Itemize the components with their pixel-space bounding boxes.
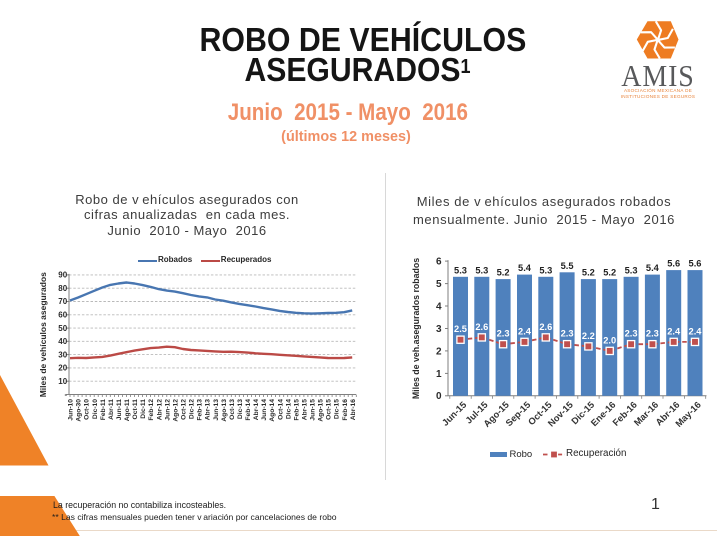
svg-text:Oct-11: Oct-11 (132, 399, 139, 420)
svg-text:Dic-15: Dic-15 (334, 399, 341, 419)
svg-text:Feb-15: Feb-15 (293, 399, 300, 421)
svg-text:Miles de vehículos asegurados: Miles de vehículos asegurados (38, 272, 48, 397)
svg-text:70: 70 (58, 297, 67, 306)
svg-text:Oct-10: Oct-10 (84, 399, 91, 420)
svg-text:Dic-10: Dic-10 (92, 399, 99, 419)
svg-text:2.3: 2.3 (646, 329, 659, 339)
svg-text:6: 6 (436, 257, 442, 268)
svg-text:2.2: 2.2 (582, 331, 595, 341)
svg-text:2.0: 2.0 (603, 335, 616, 345)
svg-text:Ago-11: Ago-11 (124, 399, 131, 422)
svg-text:Oct-14: Oct-14 (277, 399, 284, 420)
svg-text:5.6: 5.6 (667, 259, 680, 269)
svg-text:Miles de veh.asegurados robado: Miles de veh.asegurados robados (411, 258, 421, 399)
svg-text:5.5: 5.5 (561, 261, 574, 271)
svg-text:2.6: 2.6 (539, 322, 552, 332)
svg-text:Feb-14: Feb-14 (245, 399, 252, 421)
svg-text:5.3: 5.3 (475, 265, 488, 275)
svg-text:5.4: 5.4 (518, 263, 532, 273)
svg-text:Jun-14: Jun-14 (261, 399, 268, 421)
svg-text:5.4: 5.4 (646, 263, 660, 273)
svg-text:10: 10 (58, 377, 67, 386)
svg-text:Abr-14: Abr-14 (253, 399, 260, 420)
svg-text:Abr-15: Abr-15 (302, 399, 309, 420)
svg-text:Dic-13: Dic-13 (237, 399, 244, 419)
svg-text:80: 80 (58, 284, 67, 293)
svg-text:Oct-12: Oct-12 (181, 399, 188, 420)
svg-text:Feb-12: Feb-12 (148, 399, 155, 421)
svg-text:4: 4 (436, 301, 442, 312)
svg-text:2.5: 2.5 (454, 324, 467, 334)
svg-text:Oct-15: Oct-15 (326, 399, 333, 420)
svg-text:2.6: 2.6 (475, 322, 488, 332)
svg-text:Jun-15: Jun-15 (440, 400, 468, 428)
svg-text:Ago-30: Ago-30 (76, 399, 83, 422)
svg-text:2.4: 2.4 (667, 326, 681, 336)
svg-text:Dic-12: Dic-12 (189, 399, 196, 419)
svg-text:Feb-11: Feb-11 (100, 399, 107, 420)
svg-text:Ago-13: Ago-13 (221, 399, 228, 422)
svg-text:Ago-15: Ago-15 (318, 399, 325, 422)
svg-text:Feb-13: Feb-13 (197, 399, 204, 421)
svg-text:Feb-16: Feb-16 (342, 399, 349, 421)
svg-text:5.2: 5.2 (497, 268, 510, 278)
svg-text:5.3: 5.3 (625, 265, 638, 275)
svg-text:Ago-12: Ago-12 (172, 399, 179, 422)
svg-text:Jun-12: Jun-12 (164, 399, 171, 421)
svg-text:5: 5 (436, 279, 442, 290)
svg-text:Jun-10: Jun-10 (68, 399, 75, 421)
svg-text:50: 50 (58, 324, 67, 333)
svg-text:2.4: 2.4 (689, 326, 703, 336)
svg-text:5.3: 5.3 (539, 265, 552, 275)
svg-text:20: 20 (58, 364, 67, 373)
svg-text:2.3: 2.3 (497, 329, 510, 339)
svg-text:2: 2 (436, 346, 442, 357)
svg-text:Jun-15: Jun-15 (310, 399, 317, 421)
svg-text:5.3: 5.3 (454, 265, 467, 275)
svg-text:Abr-11: Abr-11 (108, 399, 115, 420)
svg-text:5.2: 5.2 (582, 268, 595, 278)
svg-text:Abr-13: Abr-13 (205, 399, 212, 420)
svg-text:0: 0 (436, 391, 442, 402)
svg-text:40: 40 (58, 337, 67, 346)
svg-text:2.4: 2.4 (518, 326, 532, 336)
svg-text:Dic-14: Dic-14 (285, 399, 292, 419)
svg-text:-: - (65, 390, 68, 399)
svg-text:3: 3 (436, 324, 442, 335)
svg-text:5.2: 5.2 (603, 268, 616, 278)
svg-text:Jun-11: Jun-11 (116, 399, 123, 420)
svg-text:Ago-14: Ago-14 (269, 399, 276, 422)
svg-text:2.3: 2.3 (561, 329, 574, 339)
svg-text:60: 60 (58, 311, 67, 320)
svg-text:1: 1 (436, 369, 442, 380)
svg-text:30: 30 (58, 350, 67, 359)
svg-text:Oct-13: Oct-13 (229, 399, 236, 420)
svg-text:90: 90 (58, 271, 67, 280)
svg-text:Abr-16: Abr-16 (350, 399, 357, 420)
svg-text:5.6: 5.6 (689, 259, 702, 269)
svg-text:Dic-11: Dic-11 (140, 399, 147, 419)
svg-text:2.3: 2.3 (625, 329, 638, 339)
svg-text:Abr-12: Abr-12 (156, 399, 163, 420)
svg-text:Jun-13: Jun-13 (213, 399, 220, 421)
